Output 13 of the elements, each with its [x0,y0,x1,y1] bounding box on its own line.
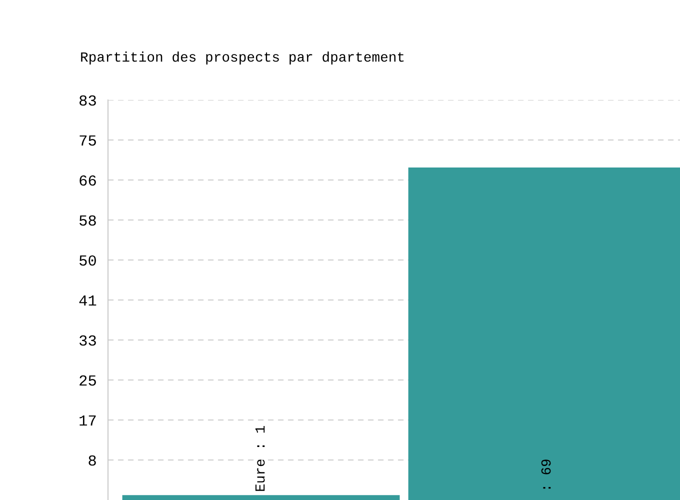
data-label: Eure : 1 [255,426,265,491]
y-tick-label: 33 [80,335,96,346]
y-tick-label: 25 [80,375,96,386]
data-label: : 69 [541,460,551,489]
y-tick-label: 17 [80,415,96,426]
chart-title: Rpartition des prospects par dpartement [81,52,404,64]
y-tick-label: 50 [80,255,96,266]
y-tick-label: 75 [80,135,96,146]
y-tick-label: 8 [88,455,96,466]
y-tick-label: 66 [80,175,96,186]
y-tick-label: 58 [80,215,96,226]
y-tick-label: 83 [80,95,96,106]
y-tick-label: 41 [79,295,96,306]
